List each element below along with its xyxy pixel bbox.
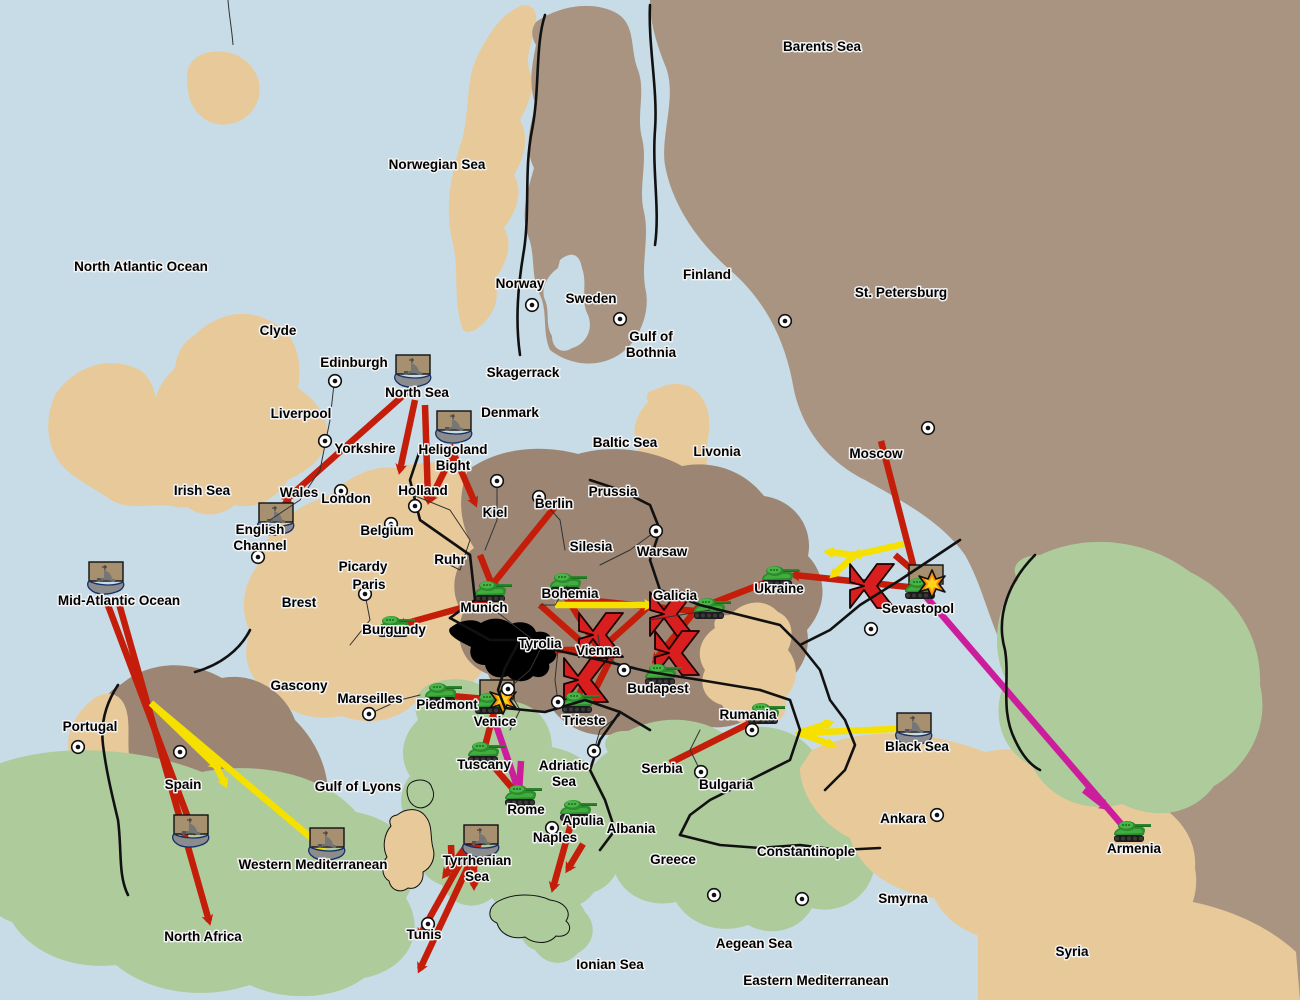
svg-text:English: English [236, 522, 285, 537]
svg-text:Tunis: Tunis [407, 927, 442, 942]
svg-text:Gulf of Lyons: Gulf of Lyons [315, 779, 402, 794]
svg-text:Norwegian Sea: Norwegian Sea [389, 157, 486, 172]
svg-text:Livonia: Livonia [693, 444, 741, 459]
svg-text:Barents Sea: Barents Sea [783, 39, 862, 54]
svg-text:Bulgaria: Bulgaria [699, 777, 754, 792]
svg-text:Tyrolia: Tyrolia [518, 636, 562, 651]
svg-text:Prussia: Prussia [589, 484, 638, 499]
svg-text:Channel: Channel [233, 538, 286, 553]
svg-text:Armenia: Armenia [1107, 841, 1162, 856]
svg-text:Munich: Munich [460, 600, 507, 615]
svg-text:Vienna: Vienna [576, 643, 621, 658]
svg-text:Belgium: Belgium [360, 523, 413, 538]
svg-text:Budapest: Budapest [627, 681, 689, 696]
svg-text:Naples: Naples [533, 830, 577, 845]
svg-text:Heligoland: Heligoland [418, 442, 487, 457]
svg-text:Trieste: Trieste [562, 713, 606, 728]
svg-text:Constantinople: Constantinople [757, 844, 856, 859]
svg-text:North Sea: North Sea [385, 385, 449, 400]
svg-text:Burgundy: Burgundy [362, 622, 426, 637]
svg-text:Ruhr: Ruhr [434, 552, 466, 567]
svg-text:Marseilles: Marseilles [337, 691, 402, 706]
svg-text:Berlin: Berlin [535, 496, 573, 511]
svg-text:Albania: Albania [607, 821, 656, 836]
svg-text:Gulf of: Gulf of [629, 329, 673, 344]
svg-text:Baltic Sea: Baltic Sea [593, 435, 658, 450]
svg-text:Finland: Finland [683, 267, 731, 282]
svg-text:Gascony: Gascony [270, 678, 328, 693]
svg-text:Sea: Sea [552, 774, 577, 789]
svg-text:Yorkshire: Yorkshire [334, 441, 396, 456]
svg-text:Black Sea: Black Sea [885, 739, 949, 754]
svg-text:Paris: Paris [352, 577, 385, 592]
svg-text:Denmark: Denmark [481, 405, 539, 420]
svg-text:Norway: Norway [496, 276, 545, 291]
svg-text:St. Petersburg: St. Petersburg [855, 285, 947, 300]
svg-text:Skagerrack: Skagerrack [487, 365, 560, 380]
svg-text:Bothnia: Bothnia [626, 345, 677, 360]
svg-text:Aegean Sea: Aegean Sea [716, 936, 793, 951]
svg-text:Eastern Mediterranean: Eastern Mediterranean [743, 973, 889, 988]
svg-text:Bight: Bight [436, 458, 471, 473]
svg-text:Syria: Syria [1055, 944, 1089, 959]
svg-text:Spain: Spain [165, 777, 202, 792]
svg-text:Sweden: Sweden [565, 291, 616, 306]
svg-text:Western Mediterranean: Western Mediterranean [238, 857, 387, 872]
svg-text:Ankara: Ankara [880, 811, 926, 826]
svg-text:Venice: Venice [474, 714, 517, 729]
svg-text:Portugal: Portugal [63, 719, 118, 734]
svg-text:Ukraine: Ukraine [754, 581, 804, 596]
svg-text:Holland: Holland [398, 483, 448, 498]
svg-text:Rumania: Rumania [719, 707, 777, 722]
svg-text:Liverpool: Liverpool [271, 406, 332, 421]
svg-text:Kiel: Kiel [483, 505, 508, 520]
svg-text:Clyde: Clyde [260, 323, 297, 338]
svg-text:Galicia: Galicia [653, 588, 698, 603]
svg-text:Irish Sea: Irish Sea [174, 483, 231, 498]
svg-text:Serbia: Serbia [641, 761, 683, 776]
svg-text:Tyrrhenian: Tyrrhenian [443, 853, 512, 868]
svg-text:Mid-Atlantic Ocean: Mid-Atlantic Ocean [58, 593, 180, 608]
svg-text:North Atlantic Ocean: North Atlantic Ocean [74, 259, 208, 274]
svg-text:Tuscany: Tuscany [457, 757, 511, 772]
svg-text:Wales: Wales [280, 485, 319, 500]
svg-text:Brest: Brest [282, 595, 317, 610]
svg-text:Adriatic: Adriatic [539, 758, 590, 773]
svg-text:North Africa: North Africa [164, 929, 242, 944]
svg-text:Silesia: Silesia [570, 539, 613, 554]
svg-text:Picardy: Picardy [339, 559, 388, 574]
svg-text:Sevastopol: Sevastopol [882, 601, 954, 616]
svg-text:Bohemia: Bohemia [541, 586, 599, 601]
svg-text:Apulia: Apulia [562, 813, 604, 828]
svg-text:London: London [321, 491, 370, 506]
svg-text:Smyrna: Smyrna [878, 891, 928, 906]
svg-text:Moscow: Moscow [849, 446, 903, 461]
svg-text:Edinburgh: Edinburgh [320, 355, 388, 370]
svg-text:Sea: Sea [465, 869, 490, 884]
svg-text:Piedmont: Piedmont [416, 697, 478, 712]
svg-text:Greece: Greece [650, 852, 696, 867]
svg-text:Ionian Sea: Ionian Sea [576, 957, 644, 972]
svg-text:Warsaw: Warsaw [637, 544, 688, 559]
svg-text:Rome: Rome [507, 802, 545, 817]
